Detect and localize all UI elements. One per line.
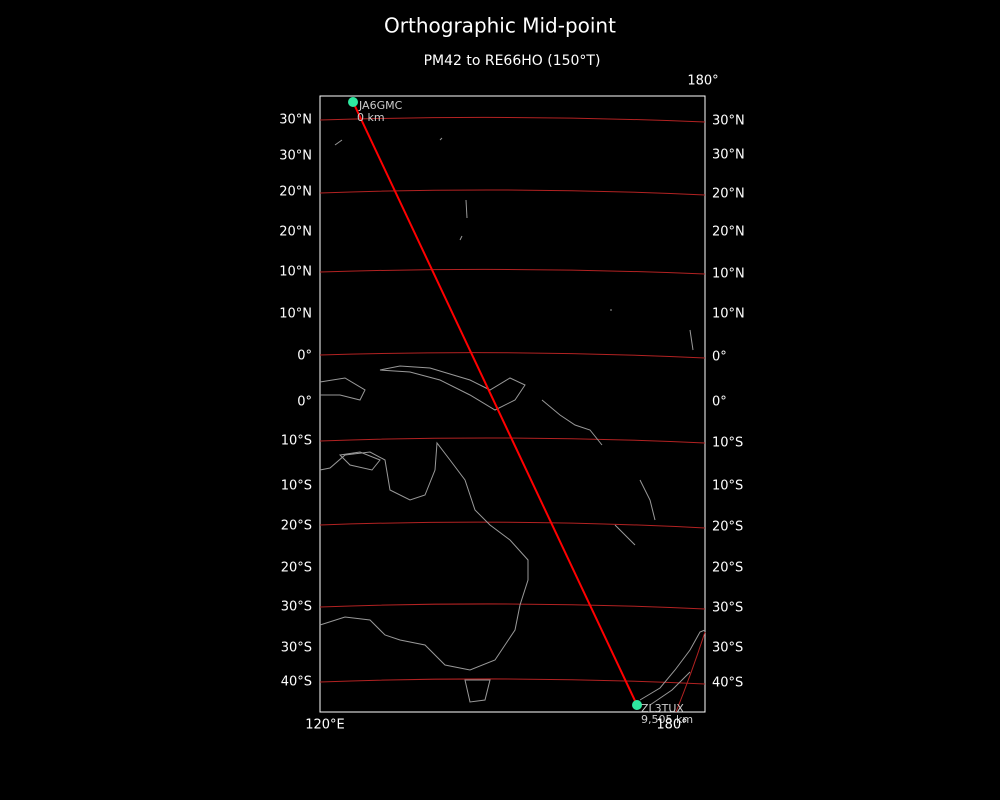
map-frame <box>319 95 706 713</box>
parallel <box>319 521 706 529</box>
latitude-label: 10°N <box>279 265 312 280</box>
latitude-label: 30°S <box>712 641 743 656</box>
coast-new-zealand <box>639 629 706 706</box>
map-area: JA6GMC 0 km ZL3TUX 9,505 km <box>319 95 706 726</box>
left-latitude-labels: 30°N 30°N 20°N 20°N 10°N 10°N 0° 0° 10°S 10°S 20°S… <box>279 113 312 690</box>
latitude-label: 10°S <box>281 479 312 494</box>
latitude-label: 20°S <box>712 520 743 535</box>
latitude-label: 30°N <box>279 149 312 164</box>
latitude-label: 40°S <box>712 676 743 691</box>
great-circle-path <box>352 101 638 706</box>
latitude-label: 30°S <box>712 601 743 616</box>
latitude-label: 30°S <box>281 600 312 615</box>
latitude-label: 20°N <box>712 187 745 202</box>
longitude-label: 180° <box>656 718 687 733</box>
latitude-label: 0° <box>297 349 312 364</box>
parallel <box>319 189 706 196</box>
longitude-label: 180° <box>687 74 718 89</box>
latitude-label: 0° <box>297 395 312 410</box>
station-distance: 9,505 km <box>641 713 693 726</box>
coastlines <box>319 137 706 706</box>
latitude-label: 40°S <box>281 675 312 690</box>
latitude-label: 30°N <box>712 114 745 129</box>
title: Orthographic Mid-point <box>384 14 616 38</box>
coast-tasmania <box>464 679 491 703</box>
parallel <box>319 268 706 275</box>
latitude-label: 20°N <box>712 225 745 240</box>
coast-australia <box>319 441 529 671</box>
coast-islands <box>338 451 381 471</box>
latitude-label: 0° <box>712 350 727 365</box>
station-marker <box>348 97 358 107</box>
coast-islands <box>319 377 366 401</box>
coast-new-guinea <box>379 365 526 411</box>
parallel <box>319 603 706 610</box>
station-distance: 0 km <box>357 111 385 124</box>
latitude-label: 20°S <box>281 519 312 534</box>
station-name: JA6GMC <box>358 99 403 112</box>
parallel <box>319 352 706 359</box>
coast-islands <box>541 399 656 546</box>
station-marker <box>632 700 642 710</box>
latitude-label: 10°N <box>279 307 312 322</box>
station-name: ZL3TUX <box>641 702 684 715</box>
latitude-label: 20°N <box>279 185 312 200</box>
latitude-label: 10°N <box>712 307 745 322</box>
latitude-label: 10°S <box>712 436 743 451</box>
latitude-label: 20°S <box>281 561 312 576</box>
parallel <box>319 116 706 123</box>
latitude-label: 0° <box>712 395 727 410</box>
latitude-label: 10°S <box>281 434 312 449</box>
longitude-label: 120°E <box>305 718 345 733</box>
latitude-label: 20°S <box>712 561 743 576</box>
latitude-label: 20°N <box>279 225 312 240</box>
right-latitude-labels: 30°N 30°N 20°N 20°N 10°N 10°N 0° 0° 10°S 10°S 20°S… <box>712 114 745 691</box>
latitude-label: 30°S <box>281 641 312 656</box>
subtitle: PM42 to RE66HO (150°T) <box>424 53 601 69</box>
coast-islands <box>334 137 694 351</box>
latitude-label: 30°N <box>279 113 312 128</box>
graticule <box>319 116 706 713</box>
meridian <box>675 631 706 713</box>
latitude-label: 30°N <box>712 148 745 163</box>
latitude-label: 10°S <box>712 479 743 494</box>
latitude-label: 10°N <box>712 267 745 282</box>
parallel <box>319 678 706 685</box>
